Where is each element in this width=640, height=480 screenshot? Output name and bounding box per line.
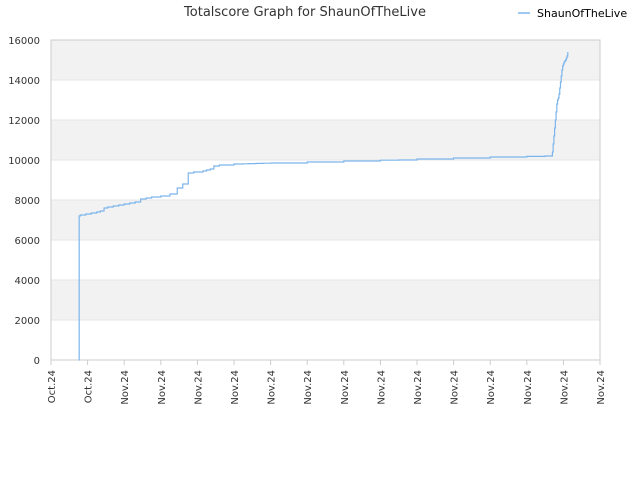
x-tick-label: Nov.24 [340, 370, 351, 405]
plot-band [51, 120, 600, 160]
x-tick-label: Nov.24 [596, 370, 607, 405]
x-tick-label: Nov.24 [559, 370, 570, 405]
x-tick-label: Oct.24 [47, 370, 58, 403]
x-axis: Oct.24 Oct.24 Nov.24 Nov.24 Nov.24 Nov.24 Nov.… [47, 360, 607, 405]
y-tick-label: 8000 [15, 196, 40, 207]
y-axis: 0 2000 4000 6000 8000 10000 12000 14000 16000 [8, 36, 40, 367]
legend[interactable]: ShaunOfTheLive [518, 7, 627, 20]
chart-title: Totalscore Graph for ShaunOfTheLive [183, 5, 426, 20]
x-tick-label: Nov.24 [523, 370, 534, 405]
legend-label: ShaunOfTheLive [537, 7, 627, 20]
x-tick-label: Nov.24 [450, 370, 461, 405]
plot-border [50, 39, 601, 361]
x-tick-label: Nov.24 [267, 370, 278, 405]
x-tick-label: Nov.24 [120, 370, 131, 405]
x-tick-label: Nov.24 [157, 370, 168, 405]
plot-band [51, 280, 600, 320]
x-tick-label: Nov.24 [486, 370, 497, 405]
series-line [78, 52, 569, 361]
y-tick-label: 2000 [15, 316, 40, 327]
x-tick-label: Nov.24 [303, 370, 314, 405]
y-tick-label: 6000 [15, 236, 40, 247]
x-tick-label: Nov.24 [230, 370, 241, 405]
x-tick-label: Nov.24 [193, 370, 204, 405]
y-tick-label: 4000 [15, 276, 40, 287]
series-layer [78, 52, 569, 361]
plot-bands [51, 40, 600, 320]
x-tick-label: Nov.24 [376, 370, 387, 405]
y-tick-label: 14000 [8, 76, 40, 87]
plot-band [51, 200, 600, 240]
x-tick-label: Oct.24 [84, 370, 95, 403]
y-tick-label: 0 [34, 356, 40, 367]
y-tick-label: 16000 [8, 36, 40, 47]
plot-band [51, 40, 600, 80]
y-tick-label: 12000 [8, 116, 40, 127]
y-tick-label: 10000 [8, 156, 40, 167]
x-tick-label: Nov.24 [413, 370, 424, 405]
